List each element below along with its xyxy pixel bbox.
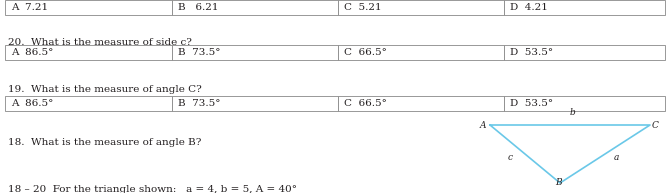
Text: 18 – 20  For the triangle shown:   a = 4, b = 5, A = 40°: 18 – 20 For the triangle shown: a = 4, b… xyxy=(8,185,297,193)
Bar xyxy=(338,45,504,60)
Text: D  4.21: D 4.21 xyxy=(510,3,548,12)
Bar xyxy=(5,96,172,111)
Text: D  53.5°: D 53.5° xyxy=(510,48,553,57)
Text: B   6.21: B 6.21 xyxy=(178,3,218,12)
Text: 20.  What is the measure of side c?: 20. What is the measure of side c? xyxy=(8,38,192,47)
Text: C  66.5°: C 66.5° xyxy=(344,48,387,57)
Text: a: a xyxy=(614,152,619,162)
Bar xyxy=(172,45,338,60)
Text: B: B xyxy=(555,178,561,187)
Text: A  86.5°: A 86.5° xyxy=(11,99,54,108)
Text: 18.  What is the measure of angle B?: 18. What is the measure of angle B? xyxy=(8,138,202,147)
Text: A: A xyxy=(480,121,486,130)
Text: C  66.5°: C 66.5° xyxy=(344,99,387,108)
Text: B  73.5°: B 73.5° xyxy=(178,48,220,57)
Bar xyxy=(504,0,665,15)
Text: b: b xyxy=(569,108,575,117)
Bar xyxy=(172,96,338,111)
Bar xyxy=(504,96,665,111)
Bar xyxy=(338,0,504,15)
Text: C  5.21: C 5.21 xyxy=(344,3,382,12)
Text: D  53.5°: D 53.5° xyxy=(510,99,553,108)
Text: C: C xyxy=(652,121,659,130)
Bar xyxy=(5,0,172,15)
Bar xyxy=(5,45,172,60)
Bar xyxy=(172,0,338,15)
Text: B  73.5°: B 73.5° xyxy=(178,99,220,108)
Bar xyxy=(504,45,665,60)
Bar xyxy=(338,96,504,111)
Text: 19.  What is the measure of angle C?: 19. What is the measure of angle C? xyxy=(8,85,202,94)
Text: A  7.21: A 7.21 xyxy=(11,3,48,12)
Text: c: c xyxy=(508,152,513,162)
Text: A  86.5°: A 86.5° xyxy=(11,48,54,57)
